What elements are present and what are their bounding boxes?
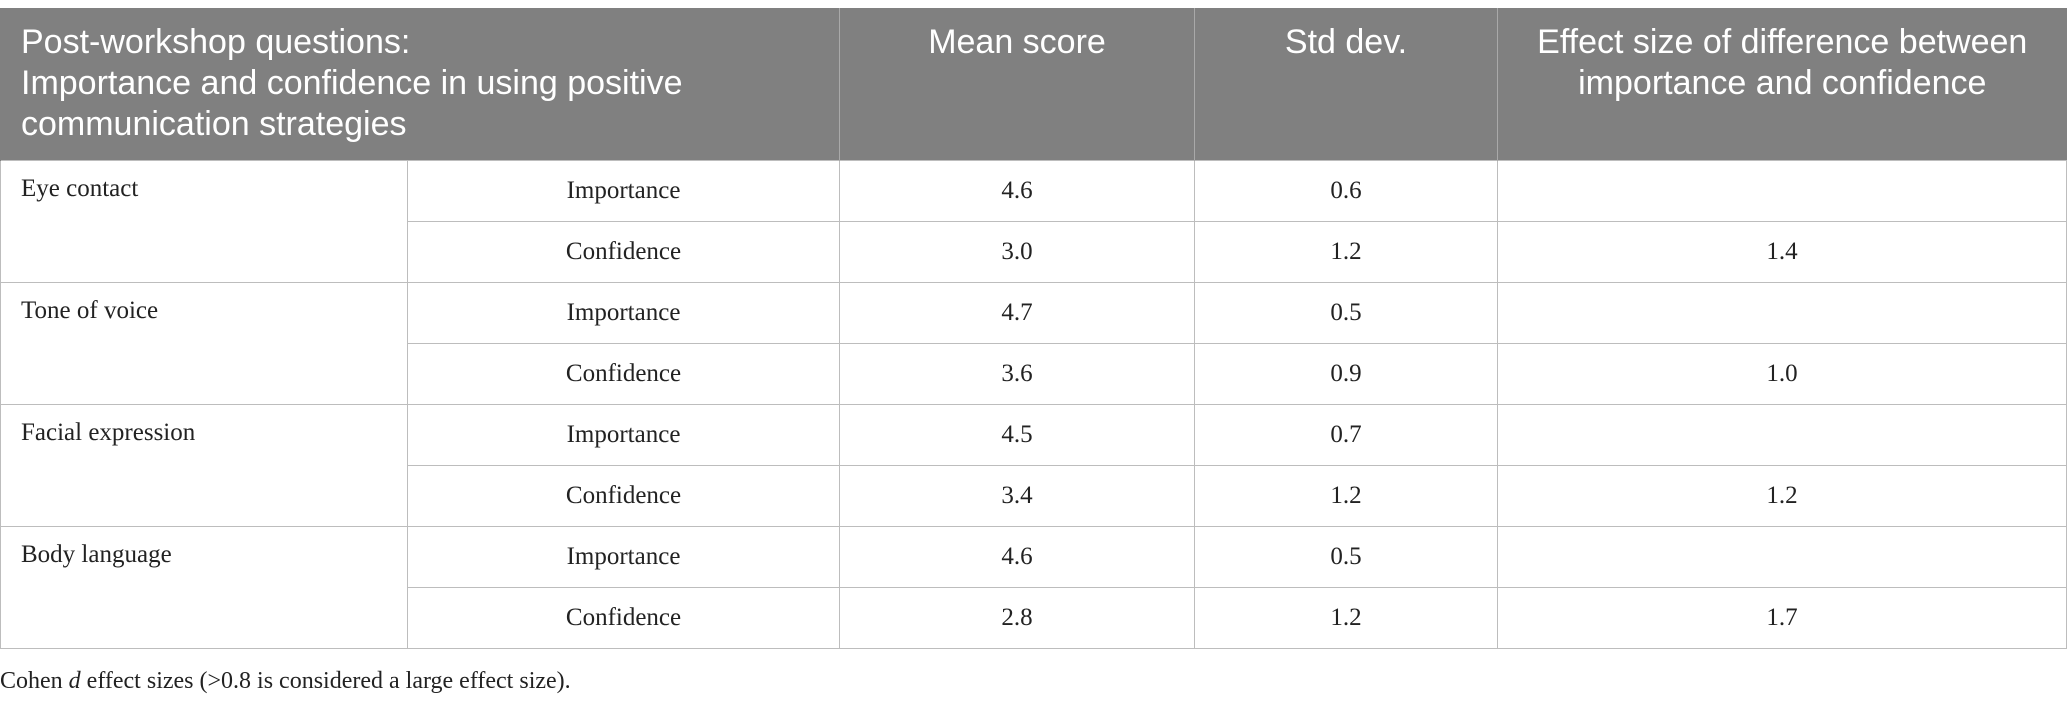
effect-size-cell [1497, 525, 2067, 588]
effect-size-cell: 1.4 [1497, 220, 2067, 283]
mean-score-cell: 4.6 [839, 159, 1196, 222]
mean-score-cell: 3.6 [839, 342, 1196, 405]
table-body: Eye contact Importance 4.6 0.6 Confidence 3.0… [0, 159, 2067, 649]
effect-size-cell: 1.0 [1497, 342, 2067, 405]
measure-cell: Confidence [406, 586, 841, 649]
strategy-label: Facial expression [0, 403, 408, 527]
std-dev-cell: 1.2 [1194, 220, 1499, 283]
strategy-label: Body language [0, 525, 408, 649]
effect-size-cell [1497, 281, 2067, 344]
table-row: Confidence 3.4 1.2 1.2 [1, 464, 2067, 527]
measure-cell: Confidence [406, 220, 841, 283]
effect-size-cell: 1.2 [1497, 464, 2067, 527]
footnote-prefix: Cohen [0, 668, 69, 694]
measure-cell: Confidence [406, 342, 841, 405]
footnote-suffix: effect sizes (>0.8 is considered a large… [80, 668, 571, 694]
header-effect-size: Effect size of difference between import… [1497, 8, 2067, 160]
std-dev-cell: 0.5 [1194, 525, 1499, 588]
table-footnote: Cohen d effect sizes (>0.8 is considered… [0, 668, 571, 695]
table-row: Confidence 3.6 0.9 1.0 [1, 342, 2067, 405]
mean-score-cell: 4.6 [839, 525, 1196, 588]
results-table-container: Post-workshop questions: Importance and … [0, 8, 2067, 649]
mean-score-cell: 4.5 [839, 403, 1196, 466]
std-dev-cell: 1.2 [1194, 464, 1499, 527]
measure-cell: Confidence [406, 464, 841, 527]
std-dev-cell: 0.5 [1194, 281, 1499, 344]
header-question: Post-workshop questions: Importance and … [0, 8, 840, 160]
strategy-label: Tone of voice [0, 281, 408, 405]
header-row: Post-workshop questions: Importance and … [0, 8, 2067, 160]
measure-cell: Importance [406, 159, 841, 222]
effect-size-cell: 1.7 [1497, 586, 2067, 649]
std-dev-cell: 1.2 [1194, 586, 1499, 649]
table-row: Tone of voice Importance 4.7 0.5 [0, 281, 2067, 405]
std-dev-cell: 0.6 [1194, 159, 1499, 222]
table-row: Body language Importance 4.6 0.5 [0, 525, 2067, 649]
mean-score-cell: 2.8 [839, 586, 1196, 649]
header-mean-score: Mean score [839, 8, 1195, 160]
strategy-label: Eye contact [0, 159, 408, 283]
table-row: Facial expression Importance 4.5 0.7 [0, 403, 2067, 527]
effect-size-cell [1497, 159, 2067, 222]
std-dev-cell: 0.9 [1194, 342, 1499, 405]
mean-score-cell: 4.7 [839, 281, 1196, 344]
results-table: Post-workshop questions: Importance and … [0, 8, 2067, 649]
footnote-symbol: d [68, 668, 81, 694]
std-dev-cell: 0.7 [1194, 403, 1499, 466]
measure-cell: Importance [406, 525, 841, 588]
mean-score-cell: 3.4 [839, 464, 1196, 527]
measure-cell: Importance [406, 281, 841, 344]
mean-score-cell: 3.0 [839, 220, 1196, 283]
measure-cell: Importance [406, 403, 841, 466]
header-std-dev: Std dev. [1194, 8, 1498, 160]
table-row: Eye contact Importance 4.6 0.6 [0, 159, 2067, 283]
effect-size-cell [1497, 403, 2067, 466]
table-row: Confidence 2.8 1.2 1.7 [1, 586, 2067, 649]
